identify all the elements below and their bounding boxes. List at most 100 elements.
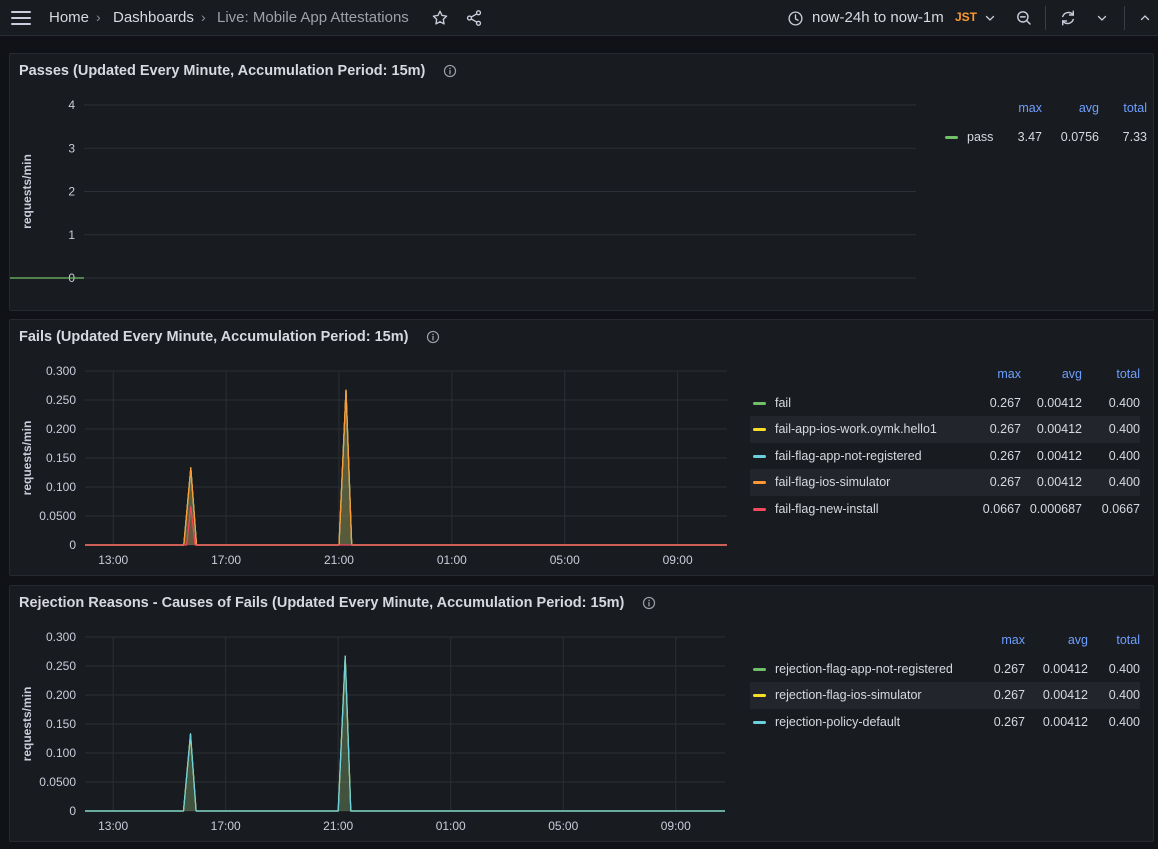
legend-value-avg: 0.00412 — [1042, 714, 1088, 729]
legend-series-name[interactable]: rejection-flag-app-not-registered — [775, 661, 953, 676]
legend-item[interactable]: fail-flag-app-not-registered 0.267 0.00412… — [750, 443, 1140, 470]
legend-series-name[interactable]: fail-app-ios-work.oymk.hello1 — [775, 422, 937, 436]
legend-header-avg[interactable]: avg — [1061, 367, 1082, 381]
legend-header-max[interactable]: max — [997, 367, 1021, 381]
legend-series-name[interactable]: fail-flag-ios-simulator — [775, 475, 891, 489]
legend-value-avg: 0.00412 — [1042, 688, 1088, 702]
time-range-picker[interactable]: now-24h to now-1m — [812, 9, 944, 26]
chevron-down-icon[interactable] — [979, 7, 1001, 29]
legend-series-name[interactable]: pass — [967, 129, 994, 144]
legend-swatch[interactable] — [753, 481, 766, 484]
legend-swatch[interactable] — [753, 428, 766, 431]
legend-value-avg: 0.00412 — [1036, 395, 1082, 410]
series-line[interactable] — [85, 655, 725, 812]
rejection-reasons-time-series-chart[interactable]: 0 0.0500 0.100 0.150 0.200 0.250 0.300 13:00 17:… — [10, 586, 750, 843]
x-tick-label: 13:00 — [98, 819, 128, 833]
legend-header-avg[interactable]: avg — [1067, 633, 1088, 647]
menu-icon[interactable] — [10, 8, 32, 28]
legend-header-total[interactable]: total — [1116, 633, 1140, 647]
chevron-right-icon: › — [201, 9, 206, 25]
x-tick-label: 21:00 — [323, 819, 353, 833]
y-tick-label: 4 — [68, 98, 75, 112]
x-tick-label: 05:00 — [550, 553, 580, 567]
fails-time-series-chart[interactable]: 0 0.0500 0.100 0.150 0.200 0.250 0.300 13:00 17:… — [10, 320, 750, 577]
passes-time-series-chart[interactable]: 0123413:0015:0017:0019:0021:0023:0001:00… — [10, 54, 945, 312]
legend-value-max: 0.267 — [989, 395, 1021, 410]
legend-item[interactable]: rejection-flag-app-not-registered 0.267 0.… — [750, 656, 1140, 683]
legend-series-name[interactable]: rejection-flag-ios-simulator — [775, 688, 922, 702]
legend-value-total: 0.400 — [1108, 661, 1140, 676]
y-tick-label: 0.100 — [46, 480, 76, 494]
legend-item[interactable]: pass 3.47 0.0756 7.33 — [942, 124, 1147, 151]
legend-swatch[interactable] — [753, 694, 766, 697]
x-tick-label: 21:00 — [324, 553, 354, 567]
info-icon[interactable] — [426, 330, 440, 344]
legend-header-total[interactable]: total — [1123, 101, 1147, 115]
series-line[interactable] — [85, 389, 727, 546]
y-tick-label: 0.200 — [46, 422, 76, 436]
panel-title[interactable]: Rejection Reasons - Causes of Fails (Upd… — [19, 595, 656, 611]
star-icon[interactable] — [429, 7, 451, 29]
y-tick-label: 0.150 — [46, 451, 76, 465]
legend-item[interactable]: fail-flag-new-install 0.0667 0.000687 0.066… — [750, 496, 1140, 523]
series-area — [85, 656, 725, 811]
x-tick-label: 01:00 — [436, 819, 466, 833]
legend-item[interactable]: rejection-flag-ios-simulator 0.267 0.00412… — [750, 682, 1140, 709]
chevron-right-icon: › — [96, 9, 101, 25]
legend-value-total: 0.400 — [1108, 395, 1140, 410]
collapse-chevron-up-icon[interactable] — [1134, 7, 1156, 29]
legend-swatch[interactable] — [753, 454, 766, 458]
panel-title[interactable]: Passes (Updated Every Minute, Accumulati… — [19, 63, 457, 79]
legend-swatch[interactable] — [945, 135, 958, 139]
legend-value-total: 0.0667 — [1101, 501, 1140, 516]
series-line[interactable] — [85, 389, 727, 546]
refresh-interval-chevron-down-icon[interactable] — [1091, 7, 1113, 29]
info-icon[interactable] — [642, 596, 656, 610]
legend-swatch[interactable] — [753, 720, 766, 724]
legend-series-name[interactable]: rejection-policy-default — [775, 714, 901, 729]
legend-item[interactable]: fail-app-ios-work.oymk.hello1 0.267 0.0041… — [750, 416, 1140, 443]
share-icon[interactable] — [463, 7, 485, 29]
y-tick-label: 0.200 — [46, 688, 76, 702]
panel-title[interactable]: Fails (Updated Every Minute, Accumulatio… — [19, 329, 440, 345]
series-line[interactable] — [85, 655, 725, 812]
legend-swatch[interactable] — [753, 401, 766, 405]
series-line[interactable] — [85, 389, 727, 546]
dashboard-title: Live: Mobile App Attestations — [217, 9, 409, 26]
zoom-out-icon[interactable] — [1013, 7, 1035, 29]
panel-passes: Passes (Updated Every Minute, Accumulati… — [9, 53, 1154, 311]
y-tick-label: 0.150 — [46, 717, 76, 731]
legend-header-max[interactable]: max — [1001, 633, 1025, 647]
y-tick-label: 0.0500 — [39, 775, 76, 789]
legend-swatch[interactable] — [753, 667, 766, 671]
series-line[interactable] — [85, 505, 727, 546]
y-tick-label: 1 — [68, 228, 75, 242]
legend-value-max: 0.267 — [993, 714, 1025, 729]
legend-item[interactable]: fail 0.267 0.00412 0.400 — [750, 390, 1140, 417]
y-tick-label: 0.250 — [46, 659, 76, 673]
legend-header-total[interactable]: total — [1116, 367, 1140, 381]
legend-header-avg[interactable]: avg — [1078, 101, 1099, 115]
series-area — [85, 656, 725, 811]
breadcrumb-dashboards[interactable]: Dashboards — [113, 9, 194, 26]
y-axis-label: requests/min — [20, 687, 34, 762]
series-area — [85, 656, 725, 811]
legend-item[interactable]: rejection-policy-default 0.267 0.00412 0.40… — [750, 709, 1140, 736]
x-tick-label: 13:00 — [98, 553, 128, 567]
x-tick-label: 09:00 — [663, 553, 693, 567]
legend-series-name[interactable]: fail — [775, 395, 791, 410]
legend-swatch[interactable] — [753, 507, 766, 511]
refresh-icon[interactable] — [1057, 7, 1079, 29]
legend-value-avg: 0.0756 — [1060, 129, 1099, 144]
series-line[interactable] — [85, 389, 727, 546]
breadcrumb-home[interactable]: Home — [49, 9, 90, 26]
legend-header-max[interactable]: max — [1018, 101, 1042, 115]
clock-icon[interactable] — [784, 7, 806, 29]
legend-item[interactable]: fail-flag-ios-simulator 0.267 0.00412 0.400 — [750, 469, 1140, 496]
info-icon[interactable] — [443, 64, 457, 78]
series-line[interactable] — [85, 655, 725, 812]
legend-series-name[interactable]: fail-flag-app-not-registered — [775, 448, 922, 463]
legend-series-name[interactable]: fail-flag-new-install — [775, 501, 879, 516]
rejection-reasons-legend: max avg total rejection-flag-app-not-reg… — [750, 629, 1140, 735]
y-axis-label: requests/min — [20, 421, 34, 496]
